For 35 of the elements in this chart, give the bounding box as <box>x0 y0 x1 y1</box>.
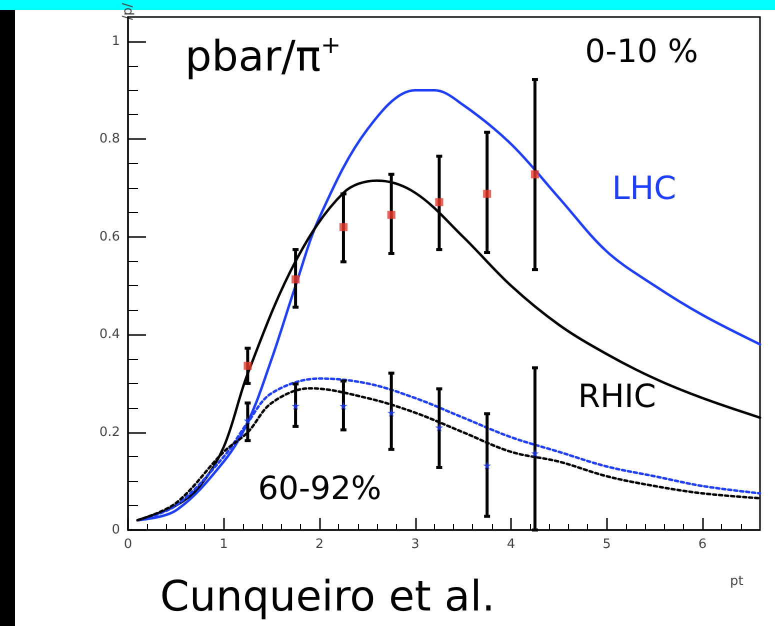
annotation: RHIC <box>578 377 656 415</box>
point <box>387 210 396 219</box>
x-tick-label: 4 <box>506 537 516 552</box>
point <box>483 462 492 470</box>
point <box>339 223 348 232</box>
point <box>530 449 539 458</box>
point <box>435 423 444 432</box>
x-tick-label: 1 <box>220 537 228 552</box>
annotation: LHC <box>612 169 676 207</box>
y-axis-title: /p/ <box>120 2 136 20</box>
annotation: 60-92% <box>258 469 382 507</box>
y-tick-label: 0.4 <box>99 327 120 342</box>
point <box>483 190 492 198</box>
x-tick-label: 5 <box>602 537 611 552</box>
point <box>244 416 252 425</box>
y-tick-label: 0.2 <box>99 424 120 440</box>
point <box>244 362 252 370</box>
point <box>530 170 539 178</box>
chart-title: pbar/π+ <box>185 31 341 80</box>
y-tick-label: 0 <box>112 522 120 538</box>
x-tick-label: 3 <box>411 537 420 552</box>
point <box>292 275 300 284</box>
point <box>292 402 300 410</box>
y-tick-label: 0.6 <box>99 229 120 244</box>
x-tick-label: 0 <box>124 537 132 552</box>
x-tick-label: 6 <box>698 537 707 552</box>
y-tick-label: 1 <box>112 34 120 49</box>
point <box>339 402 348 410</box>
y-tick-label: 0.8 <box>99 132 120 147</box>
text: Cunqueiro et al. <box>160 572 496 620</box>
point <box>435 198 444 206</box>
annotation: 0-10 % <box>585 32 698 70</box>
point <box>387 408 396 417</box>
x-axis-title: pt <box>730 574 744 589</box>
x-tick-label: 2 <box>315 537 324 552</box>
